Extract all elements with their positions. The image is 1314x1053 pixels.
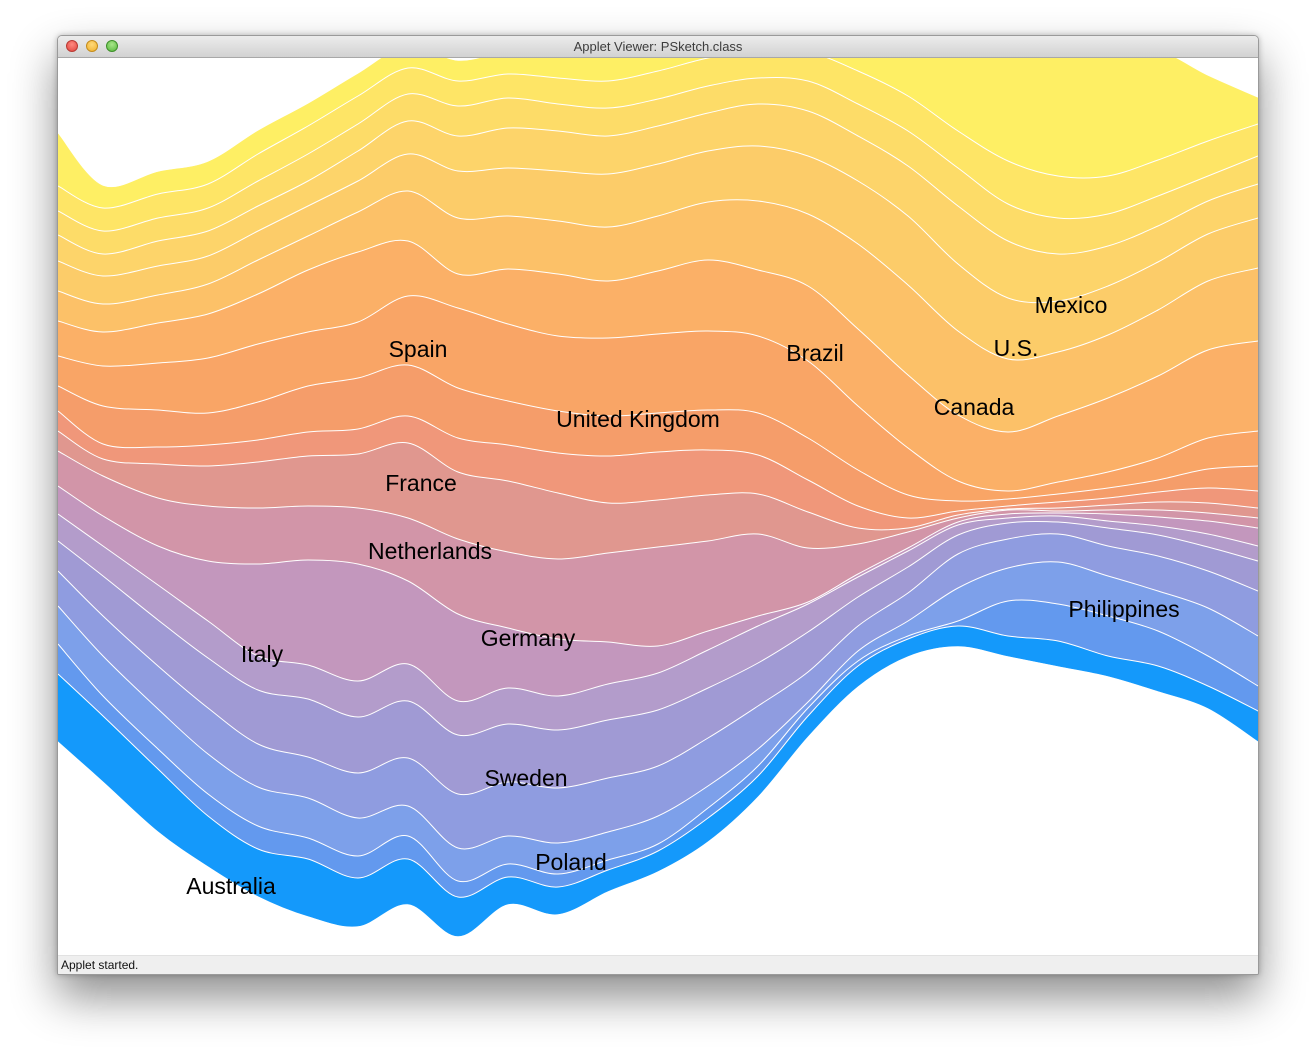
stream-boundary-line [58,450,1258,560]
label-australia: Australia [186,873,276,899]
stream-boundary-line [58,533,1258,796]
label-brazil: Brazil [786,340,844,366]
label-poland: Poland [535,849,607,875]
close-button[interactable] [66,40,78,52]
stream-boundary-line [58,485,1258,647]
applet-viewer-window: Applet Viewer: PSketch.class Philippines… [57,35,1259,975]
streamgraph-layers [58,58,1258,937]
label-spain: Spain [389,336,448,362]
label-sweden: Sweden [484,765,567,791]
label-germany: Germany [481,625,576,651]
stream-boundary-line [58,625,1258,898]
stream-boundary-line [58,145,1258,304]
streamgraph-labels: Philippines Australia Poland Sweden Italy Ger… [186,292,1179,899]
status-bar: Applet started. [58,955,1258,974]
stream-boundary-line [58,561,1258,850]
window-title: Applet Viewer: PSketch.class [573,39,743,54]
streamgraph-chart: Philippines Australia Poland Sweden Italy Ger… [58,58,1258,937]
stream-boundary-line [58,599,1258,883]
stream-boundary-line [58,239,1258,433]
label-italy: Italy [241,641,284,667]
stream-boundary-line [58,76,1258,232]
title-bar[interactable]: Applet Viewer: PSketch.class [58,36,1258,58]
stream-boundary-line [58,520,1258,737]
label-france: France [385,470,457,496]
label-mexico: Mexico [1035,292,1108,318]
stream-boundary-line [58,410,1258,519]
label-canada: Canada [934,394,1015,420]
minimize-button[interactable] [86,40,98,52]
label-united-kingdom: United Kingdom [556,406,720,432]
label-u-s: U.S. [994,335,1039,361]
stream-boundary-line [58,513,1258,703]
stream-boundary-line [58,103,1258,255]
stream-boundary-line [58,430,1258,531]
status-text: Applet started. [61,958,139,972]
stream-boundary-line [58,295,1258,492]
stream-boundary-line [58,58,1258,209]
streamgraph-canvas: Philippines Australia Poland Sweden Italy Ger… [58,58,1258,956]
label-netherlands: Netherlands [368,538,492,564]
stream-boundary-line [58,364,1258,502]
label-philippines: Philippines [1068,596,1179,622]
stream-boundary-line [58,190,1258,361]
zoom-button[interactable] [106,40,118,52]
